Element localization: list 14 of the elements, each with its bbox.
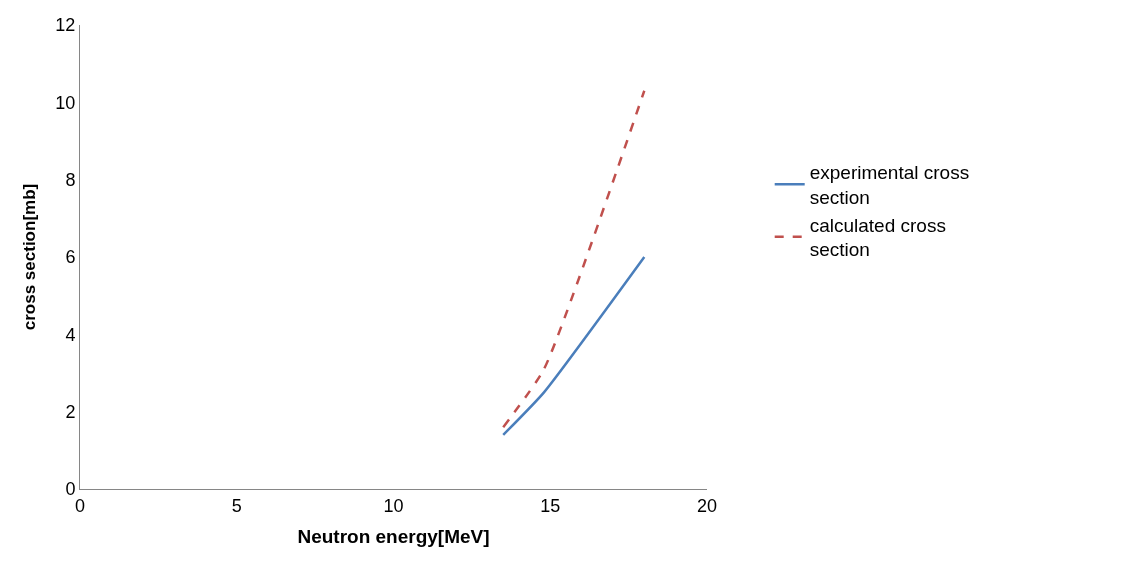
y-tick-label: 0 [65,479,76,500]
y-tick-label: 10 [55,92,76,113]
legend-label: calculated cross section [809,214,946,261]
x-tick-label: 20 [696,495,718,516]
y-tick-label: 8 [65,169,76,190]
y-tick-label: 12 [55,15,76,36]
x-tick-label: 15 [540,495,561,516]
x-tick-label: 5 [231,495,242,516]
y-tick-label: 6 [65,247,76,268]
y-axis-title: cross section[mb] [19,183,39,331]
x-tick-label: 10 [383,495,404,516]
y-tick-label: 4 [65,324,76,345]
x-axis-title: Neutron energy[MeV] [297,526,490,548]
y-tick-label: 2 [65,401,76,422]
